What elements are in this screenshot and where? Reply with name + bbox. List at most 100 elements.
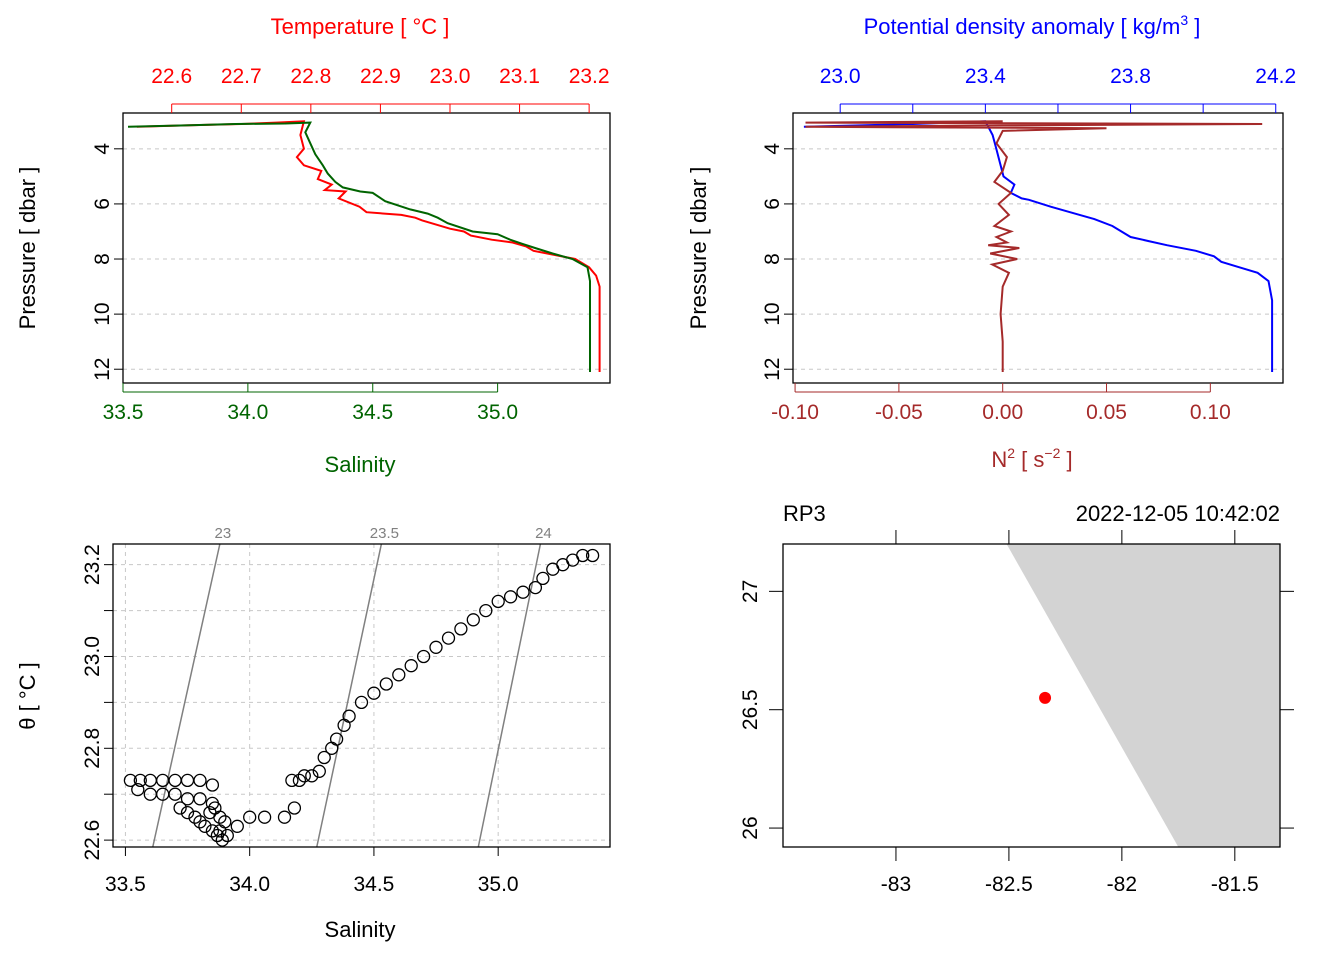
theta-tick-label: 22.8 [81,728,104,769]
pressure-tick-label: 12 [761,358,784,381]
ts-point [416,649,431,664]
n2-tick-label: 0.00 [982,401,1023,424]
pressure-tick-label: 6 [91,198,114,210]
salinity-tick-label: 33.5 [103,401,144,424]
ts-point [503,590,518,604]
ts-diagram-xlabel: Salinity [325,917,396,942]
density-axis-label: Potential density anomaly [ kg/m3 ] [864,12,1201,39]
ts-point [257,810,272,824]
ts-point [329,732,344,746]
station-name: RP3 [783,501,826,526]
salinity-profile-line [127,121,591,372]
density-lines [803,120,1274,372]
temperature-tick-label: 23.1 [499,65,540,88]
ts-point [277,810,292,824]
temperature-axis-label: Temperature [ °C ] [271,14,450,39]
ts-point [585,548,600,563]
pressure-tick-label: 12 [91,358,114,381]
density-ticks: 4 6 8 10 12 -0.10 -0.05 0.00 0.05 0.10 23.0 23.4 23.… [761,65,1296,424]
ts-salinity-tick-label: 35.0 [478,873,519,896]
isopycnal-line [477,543,542,848]
ts-profile-panel: 4 6 8 10 12 33.5 34.0 34.5 35.0 22.6 22.7 22.8 22.9 2… [15,14,611,477]
longitude-tick-label: -82.5 [985,873,1033,896]
pressure-tick-label: 10 [761,302,784,325]
ts-point [342,709,356,723]
map-frame [782,543,1281,848]
ts-diagram-frame [112,543,611,848]
ts-point [193,792,207,806]
ts-point [215,833,229,847]
ts-diagram-ylabel: θ [ °C ] [15,662,40,729]
pressure-tick-label: 10 [91,302,114,325]
salinity-axis-label: Salinity [325,452,396,477]
ts-point [198,819,212,833]
temperature-tick-label: 22.8 [290,65,331,88]
ts-diagram-points [123,548,600,847]
ts-profile-lines [127,120,601,372]
ts-point [133,773,147,788]
n2-tick-label: 0.05 [1086,401,1127,424]
ts-point [305,769,319,783]
temperature-tick-label: 22.9 [360,65,401,88]
salinity-tick-label: 35.0 [477,401,518,424]
pressure-tick-label: 8 [761,253,784,265]
ts-point [367,686,381,700]
density-n2-panel: 4 6 8 10 12 -0.10 -0.05 0.00 0.05 0.10 23.0 23.4 23.… [686,12,1296,472]
n2-tick-label: -0.10 [771,401,819,424]
ts-point [287,801,302,815]
ts-diagram-panel: 23 23.5 24 33.5 34.0 34.5 35.0 22.6 22.8 23.0 23.… [15,525,611,942]
pressure-tick-label: 4 [761,143,784,155]
station-map-panel: -83 -82.5 -82 -81.5 26 26.5 27 RP3 2022-12-05 … [739,501,1294,896]
ts-profile-frame [122,112,611,384]
ts-diagram-ticks: 33.5 34.0 34.5 35.0 22.6 22.8 23.0 23.2 [81,544,519,896]
pressure-tick-label: 8 [91,253,114,265]
ts-point [131,782,145,797]
theta-tick-label: 23.2 [81,544,104,585]
ts-point [466,613,480,627]
ts-point [180,805,195,820]
ts-salinity-tick-label: 34.0 [229,873,270,896]
pressure-tick-label: 4 [91,143,114,155]
ts-point [168,773,182,788]
pressure-axis-label-2: Pressure [ dbar ] [686,167,711,330]
salinity-tick-label: 34.5 [352,401,393,424]
theta-tick-label: 22.6 [81,820,104,861]
longitude-tick-label: -83 [881,873,911,896]
longitude-tick-label: -81.5 [1211,873,1259,896]
ts-point [230,819,244,833]
temperature-tick-label: 23.0 [430,65,471,88]
ts-point [123,773,138,788]
density-tick-label: 23.8 [1110,65,1151,88]
ts-profile-ticks: 4 6 8 10 12 33.5 34.0 34.5 35.0 22.6 22.7 22.8 22.9 2… [91,65,610,424]
ts-point [429,640,443,654]
ts-point [528,580,543,595]
ts-point [292,773,307,788]
temperature-tick-label: 23.2 [569,65,610,88]
density-tick-label: 24.2 [1255,65,1296,88]
ts-point [479,603,493,618]
ts-point [379,677,393,691]
latitude-tick-label: 26 [739,816,762,839]
ts-salinity-tick-label: 34.5 [353,873,394,896]
isopycnal-label: 24 [535,525,552,542]
ts-point [213,810,227,824]
ts-point [208,801,222,815]
isopycnal-line [152,543,221,848]
isopycnal-label: 23 [215,525,232,542]
temperature-tick-label: 22.7 [221,65,262,88]
ts-point [220,828,234,843]
ts-profile-grid [123,148,610,370]
temperature-tick-label: 22.6 [151,65,192,88]
ts-point [404,659,418,673]
ts-point [243,810,257,824]
isopycnal-line [316,543,383,848]
theta-tick-label: 23.0 [81,636,104,677]
n2-axis-label: N2 [ s−2 ] [991,445,1072,472]
ts-point [193,815,207,829]
n2-tick-label: 0.10 [1190,401,1231,424]
density-frame [792,112,1284,384]
ts-point [536,571,550,586]
ts-point [441,631,456,645]
ts-point [516,585,530,599]
ts-point [205,778,220,792]
